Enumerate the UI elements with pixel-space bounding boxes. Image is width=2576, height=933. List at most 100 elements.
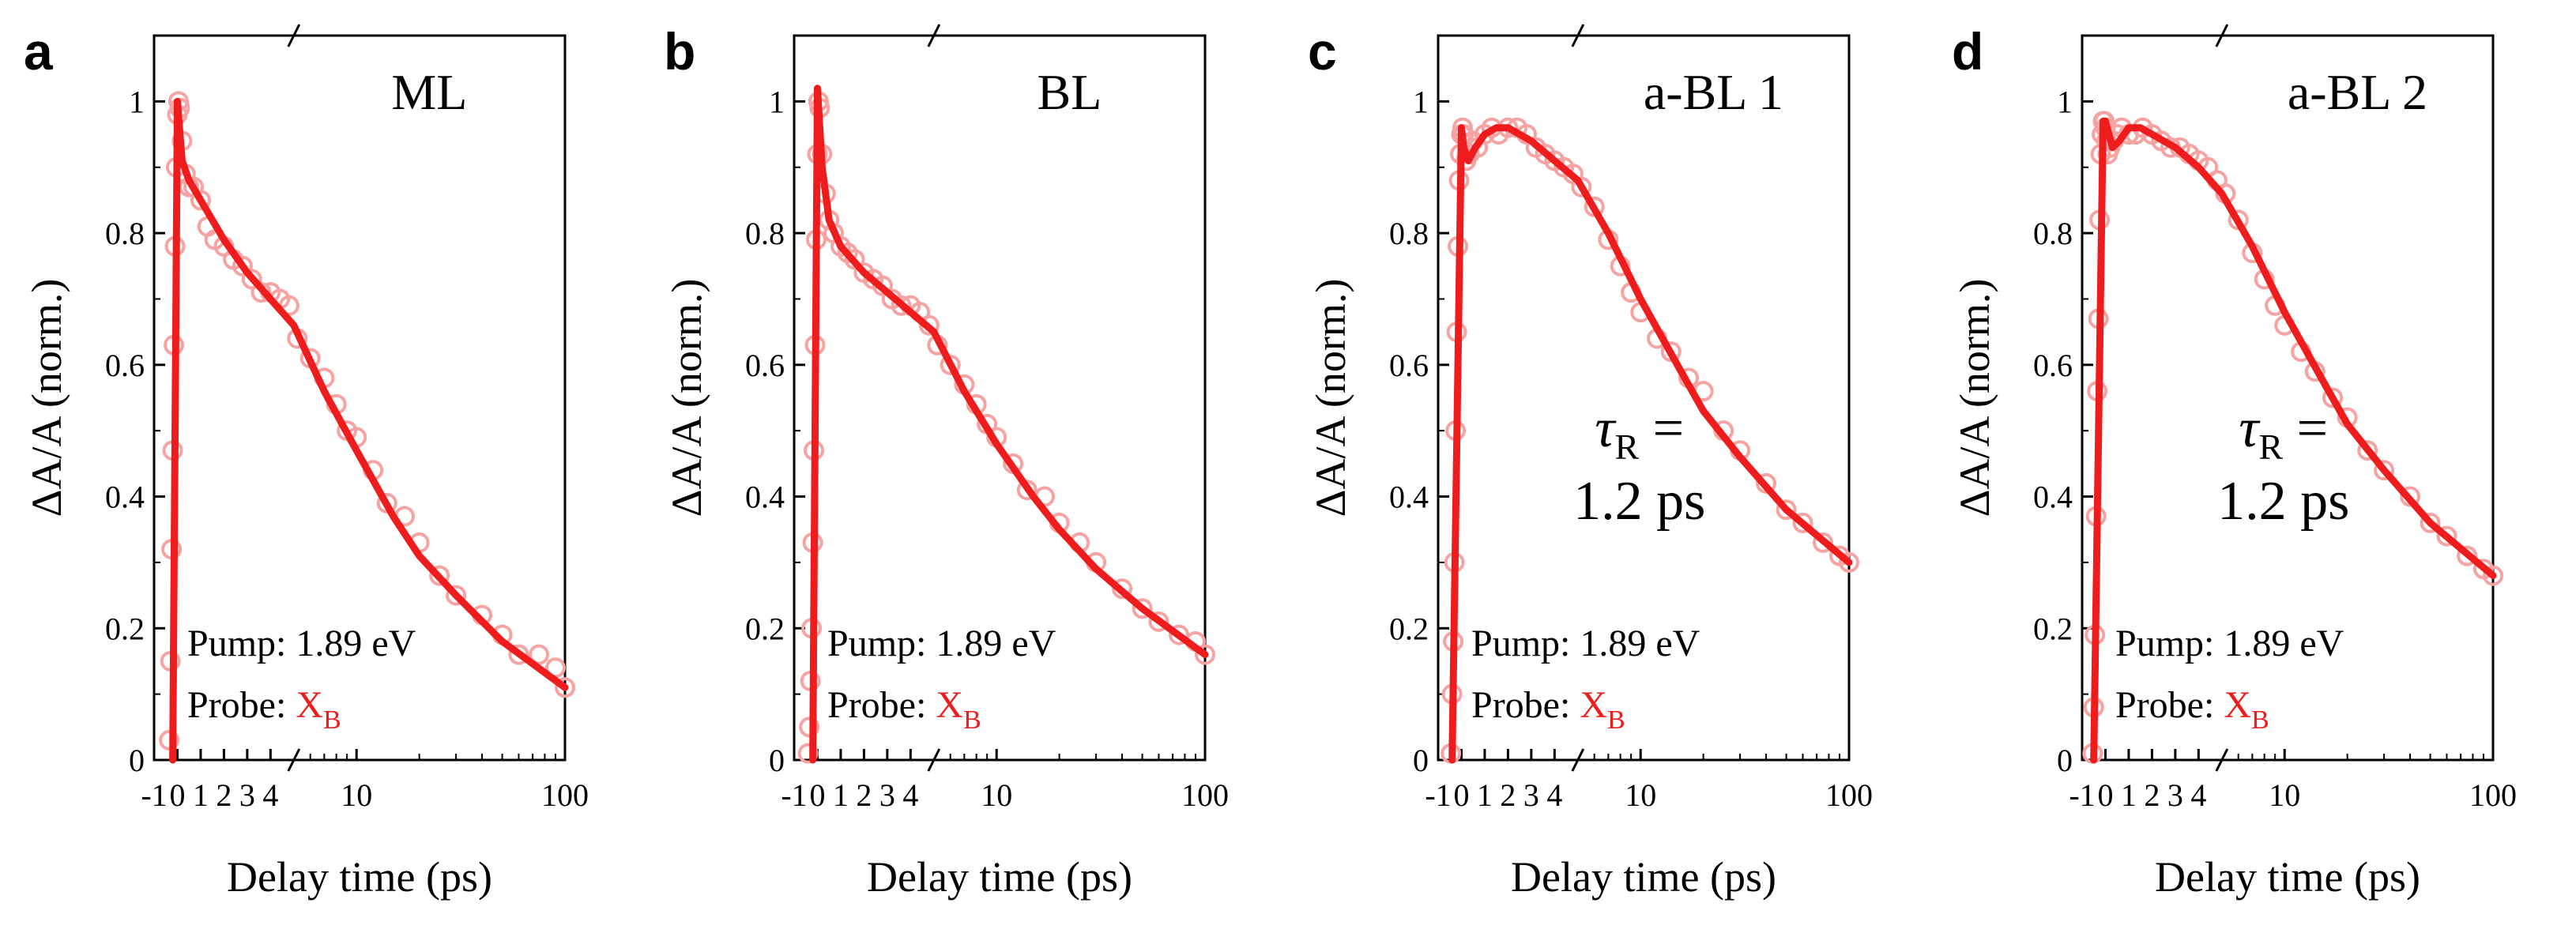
pump-annotation: Pump: 1.89 eV xyxy=(827,623,1056,664)
y-tick-label: 0.8 xyxy=(105,216,145,251)
data-point xyxy=(799,717,820,738)
tau-annotation-line2: 1.2 ps xyxy=(2217,471,2349,532)
y-axis-label: ΔA/A (norm.) xyxy=(23,279,70,517)
x-tick-label: 4 xyxy=(262,777,278,813)
y-tick-label: 0.6 xyxy=(2033,348,2073,383)
pump-annotation: Pump: 1.89 eV xyxy=(187,623,416,664)
panel-letter: a xyxy=(24,22,54,81)
axis-break-bottom xyxy=(2215,748,2229,772)
y-axis-label: ΔA/A (norm.) xyxy=(1951,279,1998,517)
data-point xyxy=(2322,387,2343,408)
probe-symbol: X xyxy=(936,684,963,726)
fit-line xyxy=(1448,124,1853,764)
y-tick-label: 0.4 xyxy=(1389,480,1429,515)
panel-letter: d xyxy=(1952,22,1983,81)
plot-frame xyxy=(793,34,1207,762)
pump-annotation: Pump: 1.89 eV xyxy=(2115,623,2344,664)
y-axis-label: ΔA/A (norm.) xyxy=(663,279,710,517)
y-tick-label: 0.6 xyxy=(1389,348,1429,383)
data-point xyxy=(429,565,450,586)
y-tick-label: 1 xyxy=(769,84,785,119)
x-tick-label: 4 xyxy=(902,777,918,813)
panel-title: a-BL 2 xyxy=(2288,64,2427,120)
x-axis-label: Delay time (ps) xyxy=(2155,853,2420,901)
y-tick-label: 0 xyxy=(129,743,145,778)
data-point xyxy=(446,585,467,606)
probe-subscript: B xyxy=(323,705,341,735)
axis-break-bottom xyxy=(927,748,941,772)
data-point xyxy=(2483,565,2503,586)
x-tick-label: -1 xyxy=(1425,777,1451,813)
data-point xyxy=(891,295,912,316)
x-axis-label: Delay time (ps) xyxy=(867,853,1132,901)
tau-annotation-line1: τR = xyxy=(1595,398,1684,467)
y-tick-label: 1 xyxy=(2057,84,2073,119)
x-tick-label: 100 xyxy=(541,777,589,813)
x-tick-label: 4 xyxy=(1546,777,1562,813)
pump-annotation: Pump: 1.89 eV xyxy=(1471,623,1700,664)
probe-subscript: B xyxy=(2251,705,2269,735)
tau-equals: = xyxy=(2283,398,2328,459)
tau-subscript: R xyxy=(2258,427,2283,467)
y-tick-label: 0.4 xyxy=(745,480,785,515)
x-tick-label: 10 xyxy=(2269,777,2300,813)
y-tick-label: 0.2 xyxy=(105,611,145,646)
panel-title: a-BL 1 xyxy=(1644,64,1783,120)
x-tick-label: 100 xyxy=(1825,777,1873,813)
probe-annotation: Probe: XB xyxy=(1471,684,1625,735)
y-tick-label: 1 xyxy=(129,84,145,119)
y-tick-label: 0.8 xyxy=(745,216,785,251)
plot-frame xyxy=(1437,34,1851,762)
data-point xyxy=(872,275,893,296)
panel-letter: b xyxy=(664,22,695,81)
tau-annotation-line2: 1.2 ps xyxy=(1573,471,1705,532)
y-tick-label: 0.4 xyxy=(2033,480,2073,515)
tau-annotation-line1: τR = xyxy=(2239,398,2328,467)
data-point xyxy=(1839,551,1859,573)
x-tick-label: 1 xyxy=(2121,777,2137,813)
tau-symbol: τ xyxy=(2239,398,2261,459)
y-tick-label: 0 xyxy=(2057,743,2073,778)
data-point xyxy=(1016,480,1038,501)
x-tick-label: 10 xyxy=(341,777,372,813)
data-point xyxy=(797,743,819,764)
probe-symbol: X xyxy=(2224,684,2251,726)
x-tick-label: 10 xyxy=(1625,777,1656,813)
x-tick-label: 2 xyxy=(856,777,872,813)
panel-letter: c xyxy=(1308,22,1337,81)
y-tick-label: 0.2 xyxy=(1389,611,1429,646)
y-tick-label: 1 xyxy=(1413,84,1429,119)
y-tick-label: 0 xyxy=(1413,743,1429,778)
axis-break-bottom xyxy=(1571,748,1585,772)
data-point xyxy=(1813,532,1834,553)
x-tick-label: 3 xyxy=(879,777,895,813)
data-point xyxy=(159,729,180,751)
x-tick-label: 1 xyxy=(1477,777,1493,813)
x-axis-label: Delay time (ps) xyxy=(1511,853,1776,901)
data-point xyxy=(241,269,262,290)
x-axis-label: Delay time (ps) xyxy=(227,853,492,901)
x-tick-label: -1 xyxy=(2069,777,2095,813)
probe-annotation: Probe: XB xyxy=(187,684,341,735)
data-point xyxy=(2420,512,2441,533)
x-tick-label: 1 xyxy=(833,777,849,813)
plot-frame xyxy=(2081,34,2495,762)
data-point xyxy=(940,354,961,375)
y-tick-label: 0 xyxy=(769,743,785,778)
fit-line xyxy=(809,85,1209,764)
x-tick-label: 4 xyxy=(2190,777,2206,813)
data-point xyxy=(1792,512,1813,533)
x-tick-label: 10 xyxy=(981,777,1012,813)
axis-break-top xyxy=(2215,24,2229,47)
x-tick-label: 2 xyxy=(216,777,232,813)
panel-title: BL xyxy=(1038,64,1102,120)
data-point xyxy=(2436,525,2457,547)
x-tick-label: -1 xyxy=(141,777,167,813)
data-point xyxy=(1132,598,1153,619)
probe-symbol: X xyxy=(296,684,323,726)
probe-subscript: B xyxy=(1607,705,1625,735)
